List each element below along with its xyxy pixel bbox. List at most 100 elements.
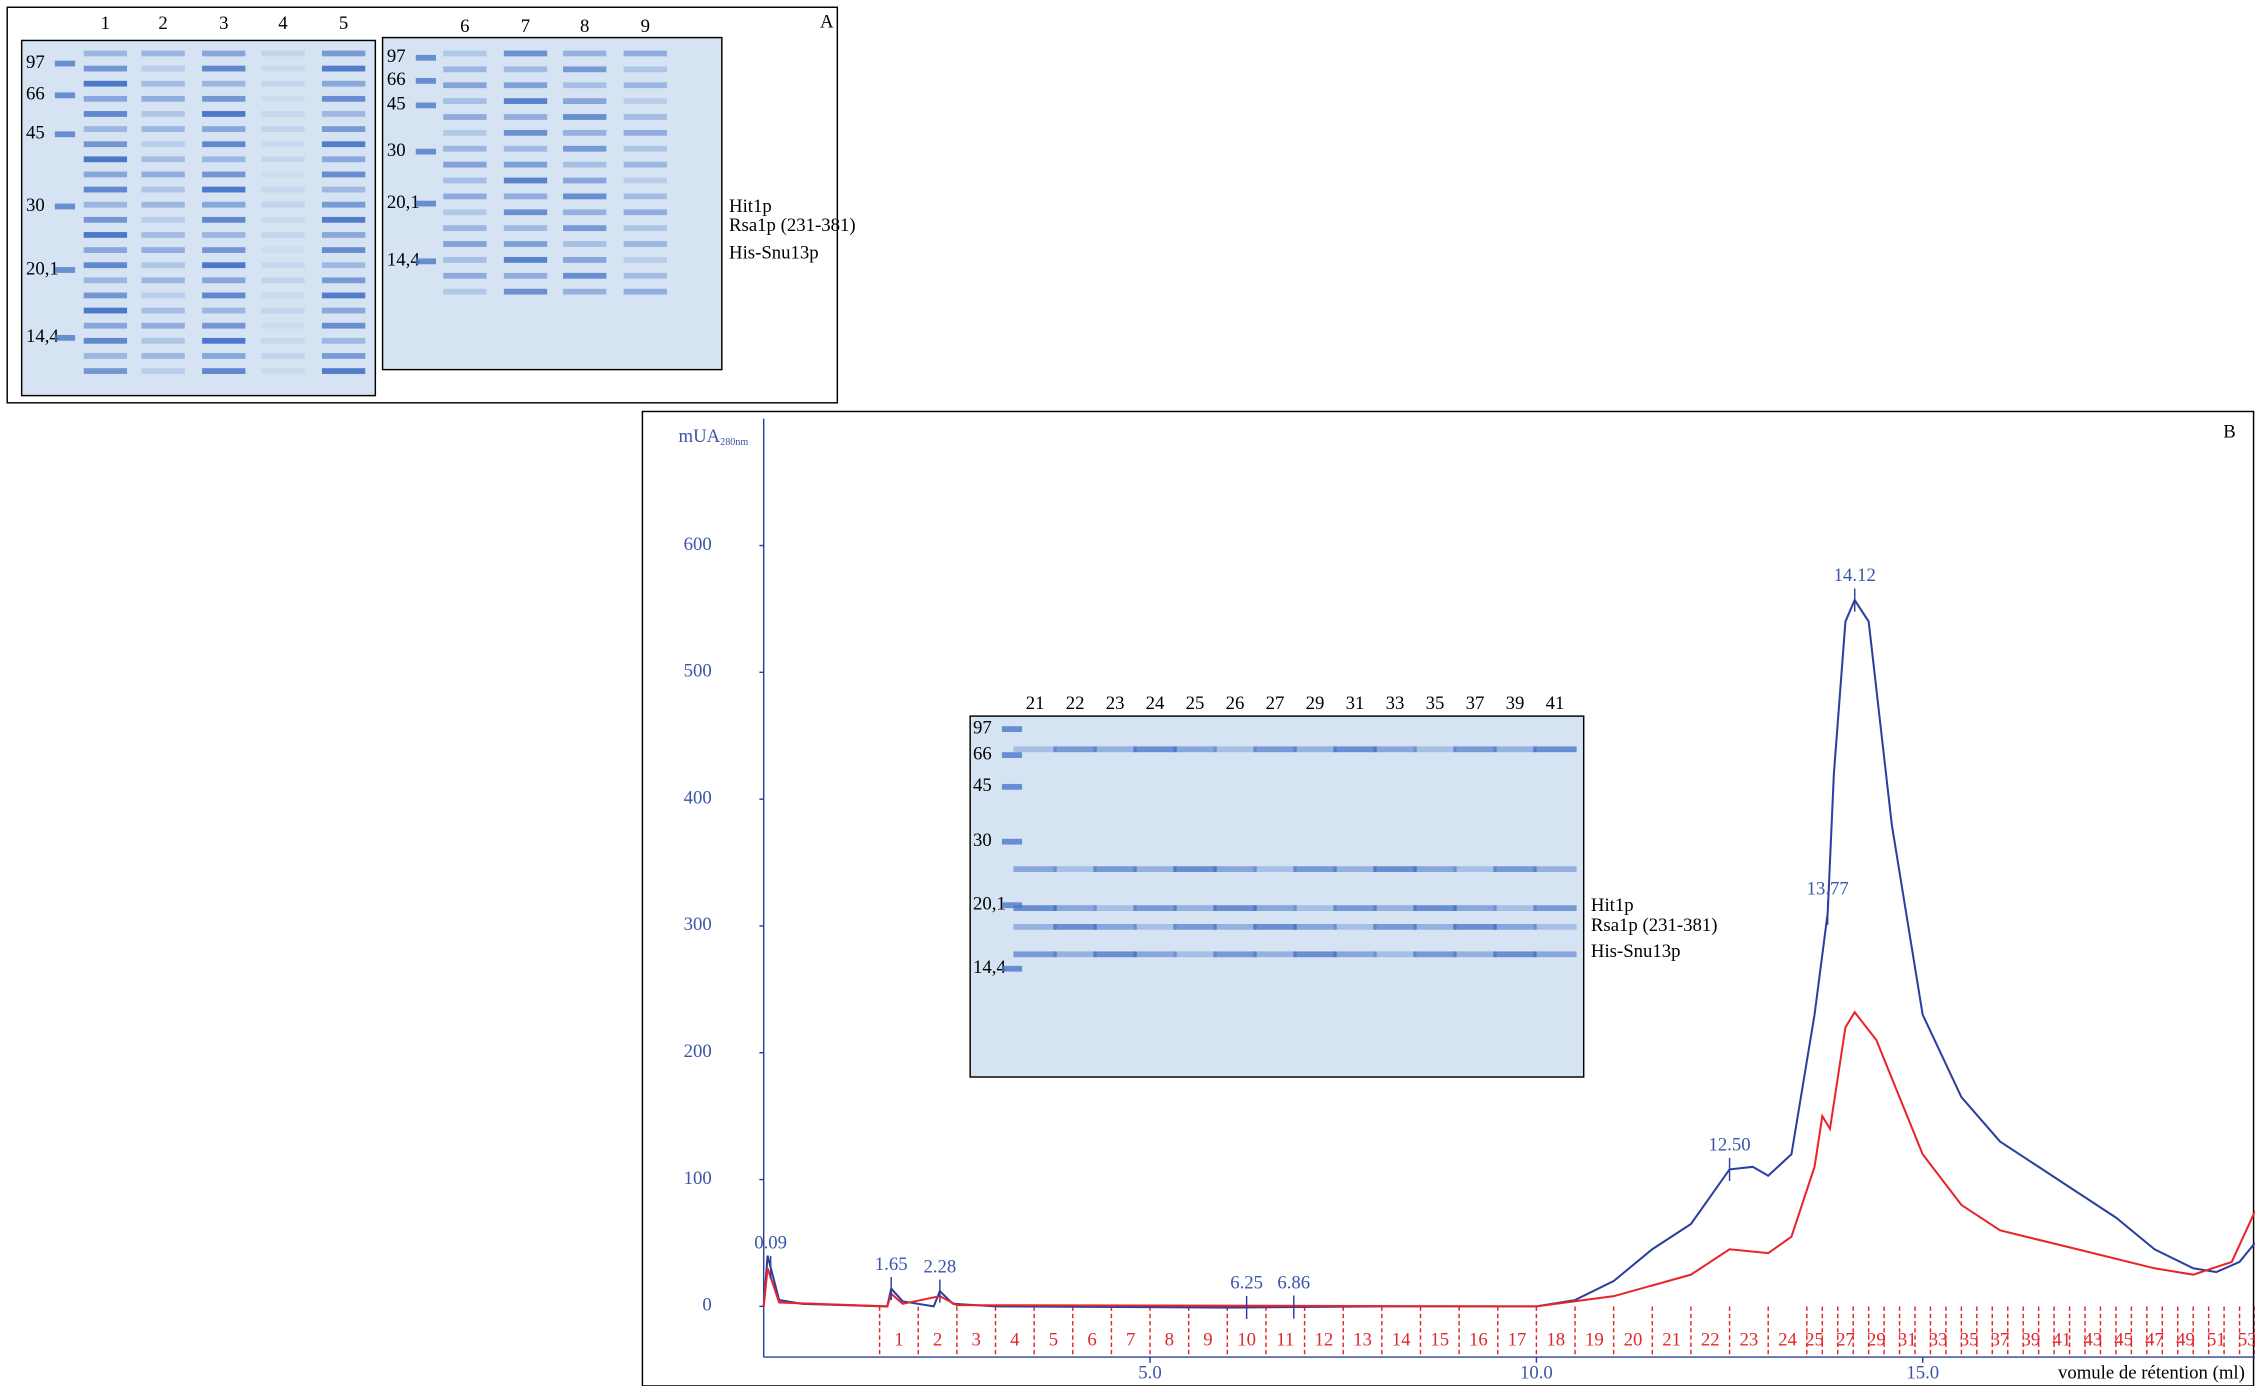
- lane-label: 41: [1546, 693, 1565, 714]
- gel-band: [1533, 905, 1577, 911]
- fraction-label: 6: [1087, 1330, 1096, 1351]
- y-tick-label: 0: [702, 1295, 711, 1316]
- lane-label: 26: [1226, 693, 1245, 714]
- gel-band: [623, 177, 667, 184]
- gel-band: [1173, 746, 1217, 753]
- gel-band: [503, 50, 548, 57]
- y-tick-label: 200: [684, 1041, 712, 1062]
- gel-band: [83, 247, 128, 253]
- fraction-label: 18: [1546, 1330, 1565, 1351]
- gel-band: [141, 186, 185, 193]
- gel-band: [623, 114, 667, 120]
- gel-band: [321, 277, 366, 284]
- marker-label: 20,1: [26, 258, 59, 279]
- fraction-label: 35: [1960, 1330, 1979, 1351]
- gel-band: [83, 65, 128, 72]
- y-tick-label: 600: [684, 534, 712, 555]
- gel-band: [321, 50, 366, 57]
- gel-band: [443, 114, 487, 120]
- fraction-label: 8: [1165, 1330, 1174, 1351]
- gel-band: [1413, 923, 1457, 930]
- gel-band: [141, 126, 185, 132]
- gel-band: [261, 307, 305, 314]
- gel-band: [83, 307, 128, 314]
- gel-band: [83, 201, 128, 208]
- gel-band: [503, 209, 548, 216]
- gel-band: [1533, 746, 1577, 753]
- gel-band: [1373, 951, 1417, 958]
- fraction-label: 45: [2114, 1330, 2133, 1351]
- lane-label: 21: [1026, 693, 1045, 714]
- gel-band: [563, 50, 607, 57]
- panel-a-frame: [6, 6, 839, 404]
- gel-band: [503, 193, 548, 200]
- gel-band: [1013, 866, 1057, 873]
- fraction-label: 41: [2052, 1330, 2071, 1351]
- gel-band: [443, 177, 487, 184]
- gel-band: [1173, 905, 1217, 911]
- marker-label: 14,4: [973, 957, 1006, 978]
- gel-band: [202, 247, 246, 253]
- lane-label: 9: [641, 16, 650, 37]
- fraction-label: 43: [2083, 1330, 2102, 1351]
- gel-band: [202, 201, 246, 208]
- lane-label: 27: [1266, 693, 1285, 714]
- gel-band: [321, 126, 366, 132]
- gel-band: [202, 232, 246, 238]
- gel-band: [261, 65, 305, 72]
- gel-band: [1093, 746, 1137, 753]
- x-axis-label: vomule de rétention (ml): [2058, 1363, 2245, 1384]
- gel-band: [83, 171, 128, 178]
- gel-band: [83, 156, 128, 163]
- lane-label: 33: [1386, 693, 1405, 714]
- gel-band: [261, 353, 305, 359]
- gel-band: [321, 171, 366, 178]
- chromatogram-line: [762, 597, 2255, 1309]
- gel-band: [503, 82, 548, 89]
- marker-label: 30: [387, 140, 406, 161]
- gel-band: [1293, 951, 1337, 958]
- gel-band: [563, 145, 607, 152]
- gel-band: [623, 66, 667, 73]
- band-annotation: Rsa1p (231-381): [729, 215, 856, 236]
- gel-band: [623, 288, 667, 295]
- marker-band: [54, 334, 76, 341]
- gel-band: [443, 209, 487, 216]
- fraction-label: 25: [1805, 1330, 1824, 1351]
- marker-band: [415, 148, 436, 155]
- gel-band: [563, 177, 607, 184]
- fraction-label: 23: [1740, 1330, 1759, 1351]
- marker-band: [54, 92, 76, 99]
- band-annotation: Rsa1p (231-381): [1591, 915, 1718, 936]
- fraction-label: 4: [1010, 1330, 1020, 1351]
- marker-band: [1001, 965, 1023, 972]
- gel-band: [321, 353, 366, 359]
- gel-band: [1373, 866, 1417, 873]
- marker-band: [1001, 838, 1023, 845]
- lane-label: 22: [1066, 693, 1085, 714]
- lane-label: 25: [1186, 693, 1205, 714]
- marker-band: [54, 60, 76, 67]
- marker-band: [1001, 726, 1023, 732]
- gel-band: [141, 322, 185, 329]
- gel-band: [503, 98, 548, 104]
- gel-band: [261, 126, 305, 132]
- lane-label: 31: [1346, 693, 1365, 714]
- marker-label: 45: [973, 775, 992, 796]
- gel-band: [1133, 746, 1177, 753]
- gel-band: [1133, 951, 1177, 958]
- gel-band: [321, 201, 366, 208]
- gel-band: [321, 111, 366, 117]
- gel-band: [1133, 905, 1177, 911]
- gel-band: [1493, 905, 1537, 911]
- gel-band: [1413, 746, 1457, 753]
- marker-band: [54, 131, 76, 138]
- y-tick-label: 300: [684, 914, 712, 935]
- fraction-label: 51: [2207, 1330, 2226, 1351]
- gel-band: [443, 288, 487, 295]
- gel-band: [503, 145, 548, 152]
- gel-band: [623, 225, 667, 232]
- gel-band: [141, 353, 185, 359]
- gel-band: [503, 129, 548, 136]
- gel-band: [623, 272, 667, 279]
